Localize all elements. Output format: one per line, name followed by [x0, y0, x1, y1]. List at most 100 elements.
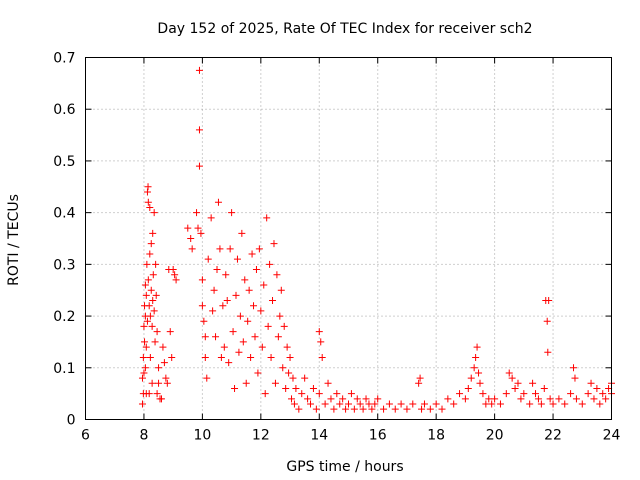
data-point [482, 400, 490, 408]
data-point [149, 297, 157, 305]
data-point [304, 395, 312, 403]
data-point [537, 400, 545, 408]
data-point [502, 390, 510, 398]
data-point [193, 209, 201, 217]
data-point [217, 353, 225, 361]
data-point [150, 209, 158, 217]
data-point [470, 364, 478, 372]
data-point [330, 405, 338, 413]
data-point [140, 322, 148, 330]
data-point [147, 286, 155, 294]
data-point [261, 390, 269, 398]
y-tick-label: 0.3 [53, 257, 75, 273]
data-point [250, 302, 258, 310]
data-point [496, 400, 504, 408]
data-point [144, 198, 152, 206]
data-point [321, 400, 329, 408]
data-point [350, 405, 358, 413]
data-point [282, 384, 290, 392]
data-point [195, 162, 203, 170]
data-point [171, 271, 179, 279]
data-point [248, 250, 256, 258]
data-point [517, 395, 525, 403]
data-point [599, 390, 607, 398]
data-point [141, 364, 149, 372]
y-tick-label: 0.1 [53, 361, 75, 377]
data-point [264, 322, 272, 330]
data-point [590, 395, 598, 403]
data-point [380, 405, 388, 413]
data-point [534, 395, 542, 403]
data-point [201, 353, 209, 361]
data-point [289, 374, 297, 382]
y-tick-label: 0.5 [53, 154, 75, 170]
data-point [450, 400, 458, 408]
data-point [567, 390, 575, 398]
x-tick-label: 16 [369, 428, 387, 444]
data-point [255, 245, 263, 253]
data-point [142, 343, 150, 351]
data-point [204, 255, 212, 263]
data-point [475, 369, 483, 377]
data-point [214, 198, 222, 206]
data-point [290, 400, 298, 408]
data-point [239, 338, 247, 346]
data-point [209, 307, 217, 315]
data-point [280, 322, 288, 330]
tick-labels: 6 8 10 12 14 16 18 20 22 24 0 0.1 0.2 0.3 0.4 0.5 0.6 0.7 [53, 51, 620, 444]
data-point [155, 364, 163, 372]
x-tick-label: 14 [310, 428, 328, 444]
data-point [223, 297, 231, 305]
data-point [228, 209, 236, 217]
data-point [385, 400, 393, 408]
data-point [426, 405, 434, 413]
data-point [432, 400, 440, 408]
data-point [195, 66, 203, 74]
data-point [263, 214, 271, 222]
data-point [418, 405, 426, 413]
data-point [546, 395, 554, 403]
y-axis-label: ROTI / TECUs [6, 194, 22, 286]
data-point [157, 395, 165, 403]
data-point [505, 369, 513, 377]
data-point [146, 203, 154, 211]
axis-ticks [85, 57, 612, 420]
data-point [145, 302, 153, 310]
data-point [464, 384, 472, 392]
data-point [219, 302, 227, 310]
data-point [163, 379, 171, 387]
data-point [151, 338, 159, 346]
data-point [153, 390, 161, 398]
data-point [207, 214, 215, 222]
data-point [235, 348, 243, 356]
x-tick-label: 22 [544, 428, 562, 444]
data-point [327, 395, 335, 403]
data-point [545, 297, 553, 305]
data-point [312, 405, 320, 413]
data-point [479, 390, 487, 398]
data-point [602, 395, 610, 403]
data-point [365, 400, 373, 408]
data-point [467, 374, 475, 382]
data-point [150, 307, 158, 315]
data-point [315, 328, 323, 336]
y-tick-label: 0.7 [53, 51, 75, 67]
data-point [295, 405, 303, 413]
data-point [226, 245, 234, 253]
data-point [587, 379, 595, 387]
data-point [141, 338, 149, 346]
data-point [420, 400, 428, 408]
data-point [561, 400, 569, 408]
data-point [138, 400, 146, 408]
data-point [232, 291, 240, 299]
data-point [570, 364, 578, 372]
data-point [277, 286, 285, 294]
x-tick-label: 6 [81, 428, 90, 444]
data-point [283, 343, 291, 351]
data-point [244, 317, 252, 325]
data-point [198, 276, 206, 284]
data-point [238, 229, 246, 237]
data-point [309, 384, 317, 392]
